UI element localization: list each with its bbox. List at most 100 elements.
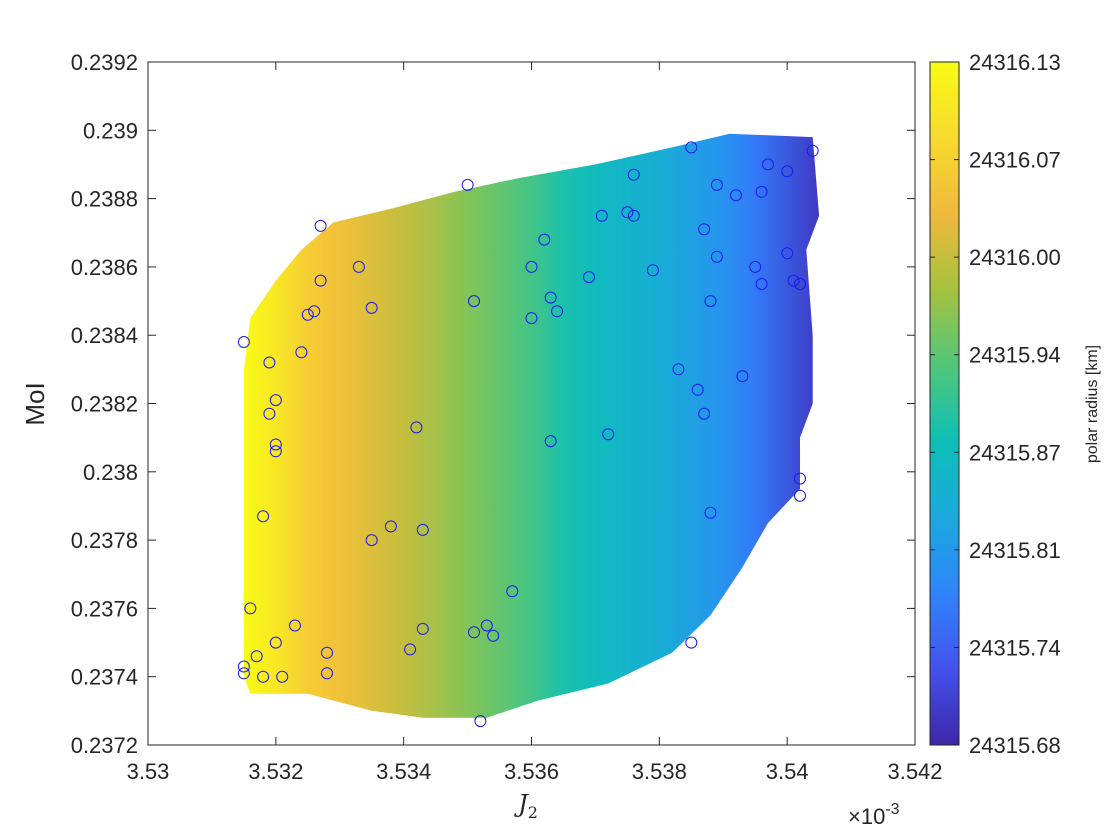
scatter-point (474, 715, 487, 728)
scatter-point (506, 585, 519, 598)
x-tick-label: 3.532 (248, 759, 303, 784)
scatter-point (365, 534, 378, 547)
scatter-point (289, 619, 301, 632)
scatter-point (749, 260, 762, 273)
scatter-point (646, 264, 659, 277)
scatter-point (806, 144, 819, 157)
y-tick-label: 0.2376 (71, 596, 138, 621)
scatter-point (583, 271, 595, 284)
x-axis-label: J2 (513, 790, 538, 822)
x-axis-ticks: 3.53 3.532 3.534 3.536 3.538 3.54 3.542 (127, 62, 943, 784)
y-tick-label: 0.2386 (71, 255, 138, 280)
scatter-point (237, 660, 250, 673)
scatter-point (544, 291, 557, 304)
scatter-point (672, 363, 685, 376)
scatter-point (237, 667, 250, 680)
colorbar-tick-label: 24316.00 (969, 245, 1061, 270)
y-tick-label: 0.238 (83, 460, 138, 485)
scatter-point (269, 394, 282, 407)
y-axis-ticks: 0.2372 0.2374 0.2376 0.2378 0.238 0.2382 0.238… (71, 50, 915, 758)
scatter-point (263, 356, 276, 369)
scatter-point (621, 206, 634, 219)
scatter-point (602, 428, 615, 441)
x-tick-label: 3.53 (127, 759, 170, 784)
scatter-point (627, 209, 640, 222)
scatter-point (781, 165, 794, 178)
scatter-point (365, 301, 378, 314)
colorbar-tick-label: 24315.74 (969, 635, 1061, 660)
colorbar-tick-label: 24315.94 (969, 343, 1061, 368)
scatter-point (704, 295, 717, 308)
scatter-point (257, 670, 270, 683)
scatter-point (301, 308, 314, 321)
scatter-point (237, 336, 250, 348)
scatter-point (269, 636, 282, 649)
scatter-point (487, 629, 500, 642)
y-tick-label: 0.2374 (71, 665, 138, 690)
scatter-point (685, 141, 698, 154)
scatter-point (762, 158, 774, 171)
y-tick-label: 0.2382 (71, 392, 138, 417)
scatter-point (416, 622, 429, 635)
scatter-point (257, 510, 270, 523)
scatter-point (468, 295, 480, 308)
scatter-point (308, 305, 321, 318)
scatter-points (237, 141, 819, 728)
colorbar-tick-label: 24316.07 (969, 148, 1061, 173)
scatter-point (544, 435, 557, 448)
scatter-point (404, 643, 417, 656)
scatter-point (416, 523, 429, 536)
scatter-point (384, 520, 397, 533)
scatter-point (691, 383, 704, 396)
colorbar-tick-label: 24316.13 (969, 50, 1061, 75)
scatter-point (250, 650, 263, 663)
scatter-point (276, 670, 289, 683)
y-tick-label: 0.2392 (71, 50, 138, 75)
scatter-point (781, 247, 794, 260)
x-tick-label: 3.534 (376, 759, 431, 784)
scatter-point (321, 667, 333, 680)
scatter-point (710, 250, 723, 263)
scatter-point (794, 278, 806, 290)
x-tick-label: 3.538 (632, 759, 687, 784)
scatter-point (461, 178, 474, 191)
scatter-point (525, 312, 538, 325)
scatter-point (269, 438, 282, 451)
scatter-point (704, 506, 717, 519)
scatter-point (538, 233, 551, 246)
colorbar-tick-label: 24315.81 (969, 538, 1061, 563)
y-tick-label: 0.2388 (71, 187, 138, 212)
y-tick-label: 0.2384 (71, 323, 138, 348)
scatter-point (321, 646, 333, 659)
scatter-point (627, 168, 640, 181)
scatter-point (314, 219, 327, 232)
y-tick-label: 0.2378 (71, 528, 138, 553)
scatter-point (698, 223, 711, 236)
scatter-point (551, 305, 564, 318)
scatter-point (525, 260, 538, 273)
scatter-point (755, 185, 768, 198)
x-axis-multiplier: ×10-3 (848, 801, 900, 829)
scatter-point (755, 278, 768, 290)
scatter-point (480, 619, 493, 632)
x-tick-label: 3.542 (887, 759, 942, 784)
scatter-point (794, 489, 806, 502)
colorbar (929, 61, 960, 746)
scatter-point (794, 472, 806, 485)
scatter-point (244, 602, 257, 615)
colorbar-ticks: 24316.13 24316.07 24316.00 24315.94 24315.87… (930, 50, 1061, 758)
scatter-point (468, 626, 480, 639)
x-tick-label: 3.536 (504, 759, 559, 784)
scatter-point (685, 636, 698, 649)
y-tick-label: 0.239 (83, 118, 138, 143)
scatter-point (710, 178, 723, 191)
x-tick-label: 3.54 (766, 759, 809, 784)
scatter-point (295, 346, 308, 359)
scatter-point (352, 260, 365, 273)
y-tick-label: 0.2372 (71, 733, 138, 758)
scatter-point (410, 421, 423, 434)
y-axis-label: MoI (20, 382, 50, 425)
colorbar-tick-label: 24315.68 (969, 733, 1061, 758)
scatter-point (698, 407, 711, 420)
